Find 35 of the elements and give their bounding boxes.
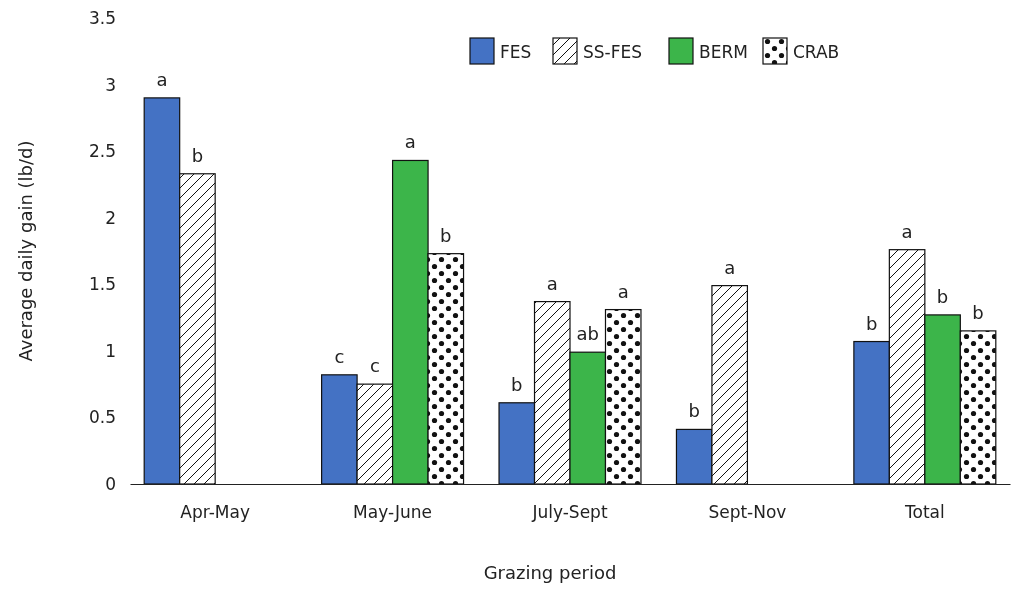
data-label: c	[334, 345, 345, 367]
legend-label: FES	[500, 42, 532, 62]
legend-label: SS-FES	[583, 42, 643, 62]
x-tick-label: Total	[903, 502, 945, 523]
legend-label: BERM	[699, 42, 748, 62]
y-tick-label: 0	[105, 473, 116, 494]
y-tick-label: 2.5	[88, 141, 116, 162]
data-label: b	[440, 224, 452, 246]
x-tick-label: Sept-Nov	[708, 502, 787, 523]
data-label: a	[546, 272, 558, 294]
data-label: a	[724, 256, 736, 278]
data-label: c	[369, 355, 380, 377]
y-tick-label: 1.5	[88, 274, 116, 295]
y-axis-title: Average daily gain (lb/d)	[15, 140, 36, 362]
data-label: ab	[576, 323, 599, 345]
legend-label: CRAB	[793, 42, 840, 62]
data-label: b	[972, 301, 984, 323]
data-label: b	[688, 400, 700, 422]
y-tick-label: 3	[105, 74, 116, 95]
data-label: b	[865, 312, 878, 334]
data-label: a	[617, 280, 629, 302]
x-axis-title: Grazing period	[483, 562, 617, 583]
x-tick-label: July-Sept	[531, 502, 608, 523]
data-label: b	[191, 144, 204, 166]
data-label: b	[936, 285, 949, 307]
y-tick-label: 3.5	[88, 7, 116, 28]
data-label: a	[404, 131, 416, 153]
y-tick-label: 0.5	[88, 407, 116, 428]
y-tick-label: 2	[105, 207, 116, 228]
x-tick-label: May-June	[353, 502, 433, 523]
data-label: a	[901, 220, 913, 242]
y-tick-label: 1	[105, 340, 116, 361]
data-label: b	[511, 373, 523, 395]
x-tick-label: Apr-May	[180, 502, 250, 523]
data-label: a	[156, 68, 168, 90]
